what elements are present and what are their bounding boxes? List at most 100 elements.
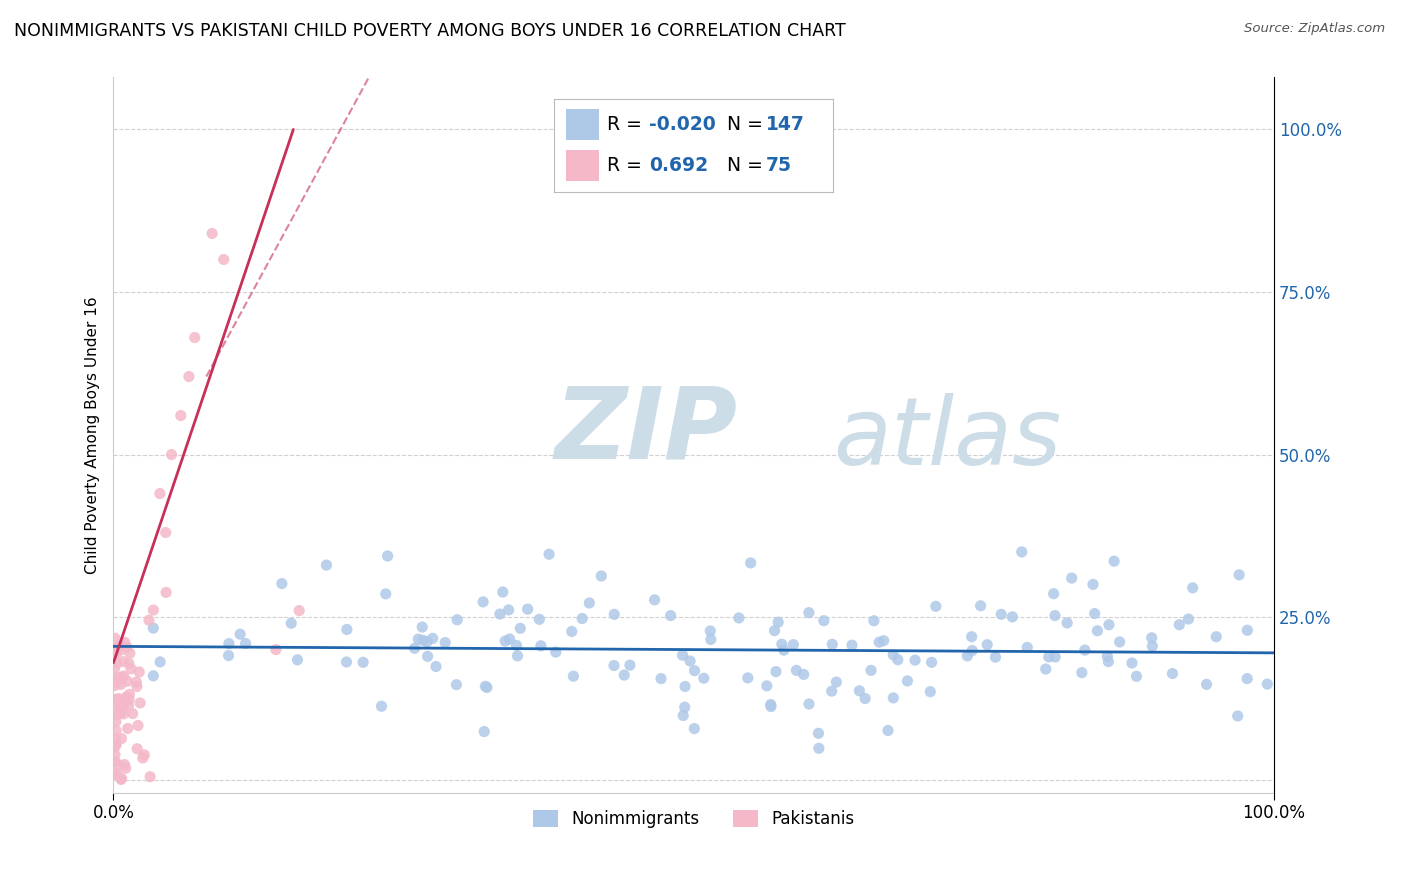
Point [104,714,127,729]
Point [603,607,626,622]
Point [740,556,762,570]
Point [1070,665,1092,680]
Point [1205,630,1227,644]
Point [374,587,396,601]
Point [110,677,132,691]
Point [591,569,613,583]
Point [129,696,152,710]
Point [619,658,641,673]
Point [105,674,128,689]
Point [529,612,551,626]
Point [673,700,696,714]
Point [700,632,723,647]
Point [134,747,156,762]
Point [671,648,693,662]
Point [104,755,127,769]
Point [336,623,359,637]
Point [434,635,457,649]
Point [110,772,132,786]
Point [118,657,141,671]
Point [472,724,495,739]
Point [142,603,165,617]
Point [288,604,311,618]
Point [603,658,626,673]
Point [1125,669,1147,683]
Point [108,696,131,710]
Point [1140,631,1163,645]
Text: ZIP: ZIP [554,383,738,480]
Point [422,632,444,646]
Point [1098,617,1121,632]
Point [882,648,904,662]
Point [1142,639,1164,653]
Point [105,641,128,656]
Point [1084,607,1107,621]
Point [863,614,886,628]
Point [127,718,149,732]
Point [270,576,292,591]
Point [160,448,183,462]
Point [699,624,721,638]
Point [530,639,553,653]
Point [287,653,309,667]
Point [873,633,896,648]
Point [1097,649,1119,664]
Point [506,648,529,663]
Point [352,656,374,670]
Point [111,670,134,684]
Point [498,632,520,646]
Point [105,657,128,671]
Point [825,675,848,690]
Point [644,592,666,607]
Point [114,757,136,772]
Point [1102,554,1125,568]
Point [956,648,979,663]
Point [105,647,128,661]
Point [1236,672,1258,686]
Point [659,608,682,623]
Point [877,723,900,738]
Point [104,679,127,693]
Point [1035,662,1057,676]
Point [976,638,998,652]
Point [1161,666,1184,681]
Point [1017,640,1039,655]
Point [142,621,165,635]
Point [766,615,789,629]
Point [770,637,793,651]
Point [1256,677,1278,691]
Point [920,684,942,698]
Point [218,637,240,651]
Point [561,624,583,639]
Point [128,665,150,679]
Point [1043,650,1066,665]
Point [406,632,429,647]
Point [1001,610,1024,624]
Point [112,655,135,669]
Point [921,656,943,670]
Text: atlas: atlas [832,393,1062,484]
Point [793,667,815,681]
Point [679,654,702,668]
Point [1108,635,1130,649]
Point [110,772,132,787]
Point [404,641,426,656]
Point [142,669,165,683]
Point [132,751,155,765]
Point [117,674,139,689]
Point [868,635,890,649]
Point [104,692,127,706]
Point [821,684,844,698]
Point [1195,677,1218,691]
Point [1181,581,1204,595]
Point [377,549,399,563]
Point [120,662,142,676]
Point [1060,571,1083,585]
Point [114,761,136,775]
Point [860,664,883,678]
Point [505,639,527,653]
Point [105,670,128,684]
Point [315,558,337,573]
Point [412,633,434,648]
Point [571,611,593,625]
